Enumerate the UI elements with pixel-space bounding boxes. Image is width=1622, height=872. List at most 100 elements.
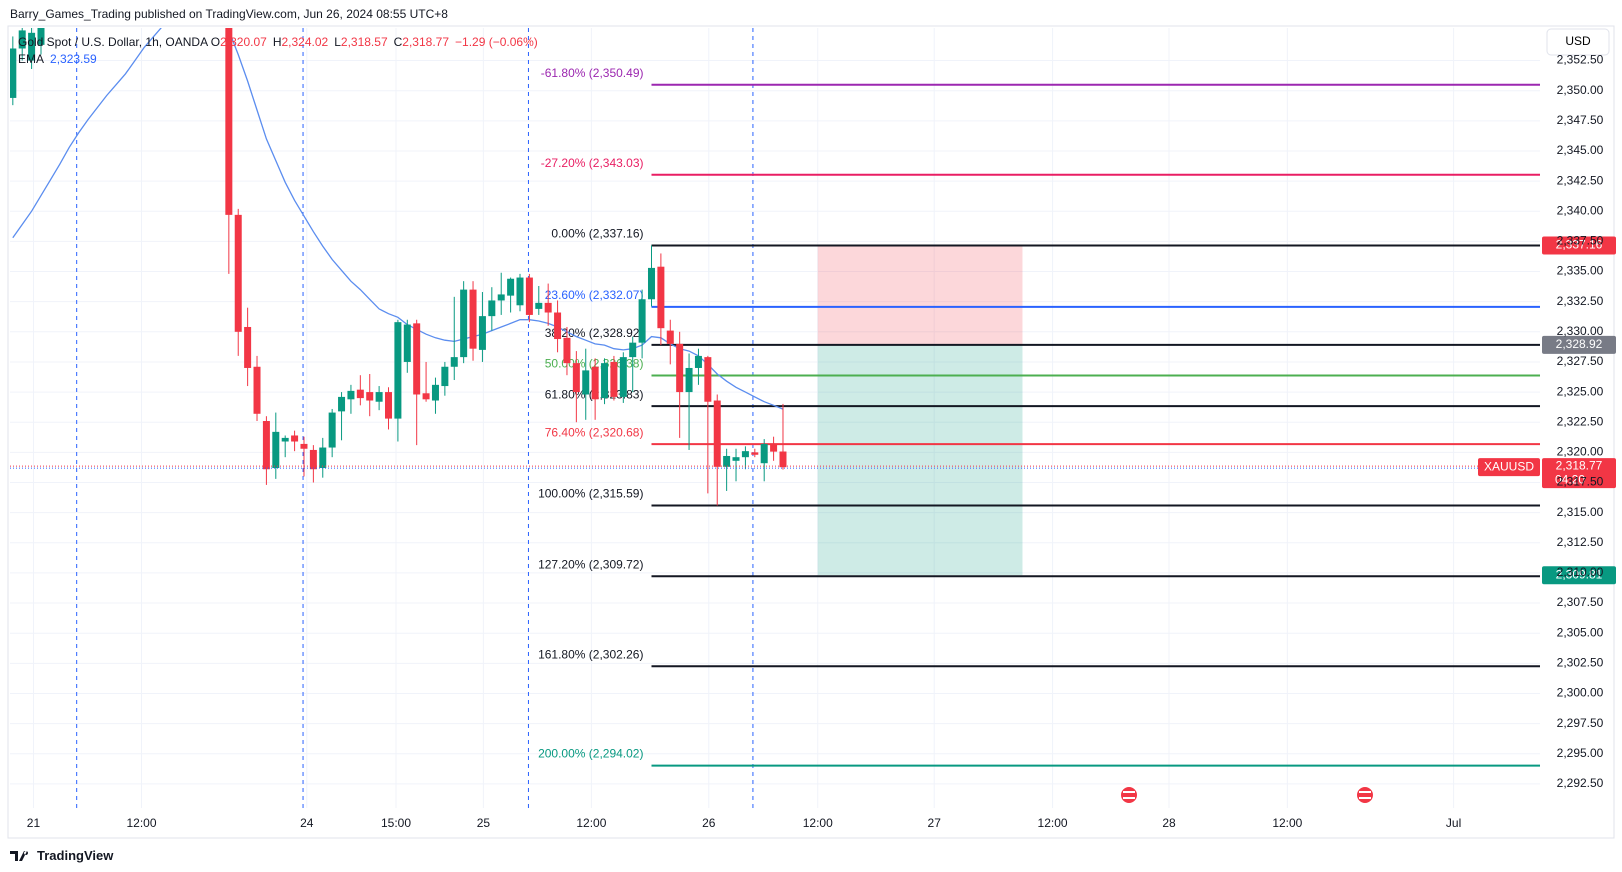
candle-body — [478, 316, 486, 350]
candle-body — [676, 343, 684, 393]
fib-label: -61.80% (2,350.49) — [541, 66, 644, 80]
y-tick-label: 2,340.00 — [1557, 203, 1604, 217]
countdown: 04:20 — [1555, 472, 1585, 486]
y-tick-label: 2,315.00 — [1557, 505, 1604, 519]
candle-body — [10, 48, 17, 98]
candle-body — [488, 300, 496, 317]
y-tick-label: 2,312.50 — [1557, 535, 1604, 549]
x-tick-label: 25 — [477, 816, 491, 830]
candle-body — [469, 289, 477, 349]
candle-body — [356, 389, 364, 399]
legend-key: C — [393, 35, 403, 49]
candle-body — [779, 451, 787, 468]
legend: Gold Spot / U.S. Dollar, 1h, OANDA O2,32… — [18, 34, 544, 68]
candle-body — [685, 367, 693, 393]
candle-body — [431, 384, 439, 401]
price-tag-label: 2,328.92 — [1556, 337, 1603, 351]
y-tick-label: 2,307.50 — [1557, 595, 1604, 609]
y-tick-label: 2,292.50 — [1557, 776, 1604, 790]
candle-body — [666, 330, 674, 344]
legend-symbol: Gold Spot / U.S. Dollar, 1h, OANDA — [18, 35, 208, 49]
legend-ema: EMA 2,323.59 — [18, 51, 544, 68]
candle-body — [291, 435, 299, 442]
x-tick-label: 12:00 — [576, 816, 606, 830]
candle-body — [450, 357, 458, 367]
candle-body — [403, 324, 411, 362]
candle-body — [741, 451, 749, 458]
x-tick-label: 21 — [27, 816, 41, 830]
candle-body — [375, 392, 383, 402]
currency-label[interactable]: USD — [1565, 34, 1591, 48]
y-tick-label: 2,310.00 — [1557, 565, 1604, 579]
candle-body — [497, 294, 505, 301]
price-tag — [1542, 566, 1616, 585]
y-tick-label: 2,347.50 — [1557, 113, 1604, 127]
candle-body — [610, 361, 618, 397]
symbol-tag — [1478, 458, 1540, 477]
legend-value: 2,318.77 — [402, 35, 450, 49]
candle-body — [629, 342, 637, 358]
candle-body — [723, 455, 731, 467]
candle-body — [591, 366, 599, 400]
legend-ohlc: Gold Spot / U.S. Dollar, 1h, OANDA O2,32… — [18, 34, 544, 51]
currency-button[interactable] — [1546, 28, 1610, 56]
y-tick-label: 2,350.00 — [1557, 83, 1604, 97]
candle-body — [394, 322, 402, 419]
candle-body — [225, 28, 233, 215]
candle-body — [441, 366, 449, 387]
candle-body — [544, 302, 552, 313]
legend-value: 2,320.07 — [220, 35, 267, 49]
y-tick-label: 2,352.50 — [1557, 53, 1604, 67]
candle-body — [525, 277, 533, 315]
candle-body — [563, 337, 571, 364]
candle-body — [309, 449, 317, 470]
candle-body — [281, 437, 289, 442]
candle-body — [300, 443, 308, 449]
y-tick-label: 2,330.00 — [1557, 324, 1604, 338]
price-tag — [1542, 335, 1616, 354]
candle-body — [385, 392, 393, 419]
y-tick-label: 2,322.50 — [1557, 414, 1604, 428]
candle-body — [619, 357, 627, 397]
legend-key: H — [272, 35, 282, 49]
candle-body — [760, 443, 768, 464]
x-tick-label: 12:00 — [1272, 816, 1302, 830]
legend-change: −1.29 (−0.06%) — [455, 35, 538, 49]
fib-label: 127.20% (2,309.72) — [538, 557, 643, 571]
candle-body — [751, 452, 759, 455]
legend-value: 2,318.57 — [340, 35, 388, 49]
candle-body — [601, 363, 609, 399]
price-tag — [1542, 236, 1616, 255]
y-tick-label: 2,335.00 — [1557, 264, 1604, 278]
target-zone — [817, 344, 1023, 576]
fib-label: -27.20% (2,343.03) — [541, 156, 644, 170]
x-tick-label: 12:00 — [1038, 816, 1068, 830]
candle-body — [319, 447, 327, 469]
candle-body — [638, 299, 646, 343]
legend-ema-value: 2,323.59 — [50, 52, 97, 66]
x-tick-label: 26 — [702, 816, 716, 830]
y-tick-label: 2,300.00 — [1557, 686, 1604, 700]
price-tag-label: 2,309.81 — [1556, 567, 1603, 581]
candle-body — [272, 431, 280, 469]
x-tick-label: Jul — [1446, 816, 1461, 830]
legend-key: L — [334, 35, 341, 49]
price-tag-label: 2,337.16 — [1556, 238, 1603, 252]
fib-label: 161.80% (2,302.26) — [538, 647, 643, 661]
candle-body — [460, 289, 468, 358]
x-tick-label: 12:00 — [126, 816, 156, 830]
y-tick-label: 2,337.50 — [1557, 234, 1604, 248]
candle-body — [37, 28, 45, 45]
y-tick-label: 2,345.00 — [1557, 143, 1604, 157]
candle-body — [253, 366, 261, 414]
last-price-label: 2,318.77 — [1556, 458, 1603, 472]
y-tick-label: 2,325.00 — [1557, 384, 1604, 398]
y-tick-label: 2,327.50 — [1557, 354, 1604, 368]
candle-body — [28, 32, 36, 61]
brand-logo — [10, 850, 29, 861]
candle-body — [647, 267, 655, 300]
y-tick-label: 2,305.00 — [1557, 625, 1604, 639]
y-tick-label: 2,317.50 — [1557, 475, 1604, 489]
